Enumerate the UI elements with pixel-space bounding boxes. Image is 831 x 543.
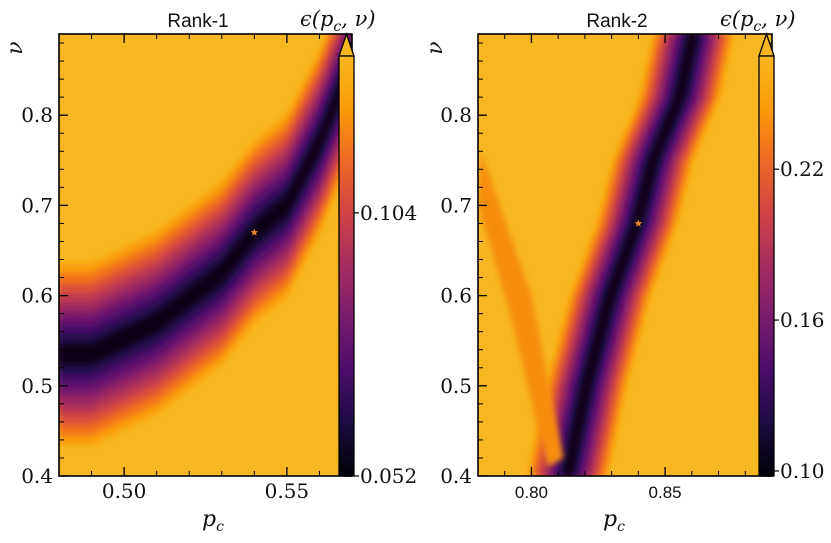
rank-1-y-label: ν [3,41,28,54]
x-tick-label: 0.85 [649,483,682,502]
x-label-sub: c [216,519,224,535]
rank-1-title: Rank-1 [167,11,228,32]
heatmap-contours [478,34,734,476]
y-tick-label: 0.7 [21,193,53,217]
rank-2-title: Rank-2 [586,11,647,32]
y-tick-label: 0.5 [21,374,53,398]
y-tick-label: 0.6 [440,284,472,308]
colorbar-tick-label: 0.052 [360,464,417,488]
y-tick-label: 0.8 [21,103,53,127]
rank-2-heatmap: 0.80 0.85 0.4 0.5 0.6 0.7 0.8 [440,33,773,502]
cbar-label-open: ϵ( [300,7,321,31]
colorbar-tick-label: 0.22 [780,157,825,181]
rank-1-heatmap: 0.50 0.55 0.4 0.5 0.6 0.7 0.8 [21,33,353,503]
y-tick-label: 0.6 [21,284,53,308]
rank-2-colorbar-label: ϵ(pc, ν) [720,7,796,35]
svg-text:pc: pc [202,507,224,535]
cbar-label-p: p [740,7,753,31]
best-fit-star-marker [634,219,643,227]
x-tick-label: 0.80 [515,483,548,502]
heatmap-contours [59,34,352,446]
rank-1-x-label: pc [202,507,224,535]
colorbar-tick-label: 0.104 [360,201,417,225]
x-label-p: p [603,507,617,532]
y-tick-label: 0.4 [21,464,53,488]
svg-text:ϵ(pc, ν): ϵ(pc, ν) [300,7,376,35]
x-tick-label: 0.55 [265,479,310,503]
rank-1-colorbar-label: ϵ(pc, ν) [300,7,376,35]
cbar-label-open: ϵ( [720,7,741,31]
cbar-label-sub: c [753,19,761,35]
cbar-label-rest: , ν) [341,7,375,31]
rank-2-colorbar: 0.10 0.16 0.22 [758,31,825,483]
cbar-label-sub: c [333,19,341,35]
y-tick-label: 0.7 [440,193,472,217]
x-label-sub: c [617,519,625,535]
y-tick-label: 0.4 [440,464,472,488]
contour-level [59,40,352,375]
cbar-label-rest: , ν) [761,7,795,31]
colorbar-gradient [758,55,775,477]
best-fit-star-marker [250,228,259,236]
secondary-lobe [478,151,564,468]
x-tick-label: 0.50 [102,479,147,503]
svg-text:ϵ(pc, ν): ϵ(pc, ν) [720,7,796,35]
colorbar-tick-label: 0.16 [780,308,825,332]
rank-2-x-label: pc [603,507,625,535]
colorbar-gradient [338,55,355,477]
rank-2-panel: Rank-2 ϵ(pc, ν) ν pc 0.80 0.850.40.50.60.… [423,7,825,535]
rank-2-y-label: ν [423,41,448,54]
rank-1-colorbar: 0.052 0.104 [338,31,417,488]
rank-1-panel: Rank-1 ϵ(pc, ν) ν pc 0.50 0.550.40.50.60.… [3,7,417,535]
svg-text:pc: pc [603,507,625,535]
y-tick-label: 0.8 [440,103,472,127]
contour-level [563,34,698,476]
cbar-label-p: p [320,7,333,31]
y-tick-label: 0.5 [440,374,472,398]
x-label-p: p [202,507,216,532]
colorbar-tick-label: 0.10 [780,459,825,483]
